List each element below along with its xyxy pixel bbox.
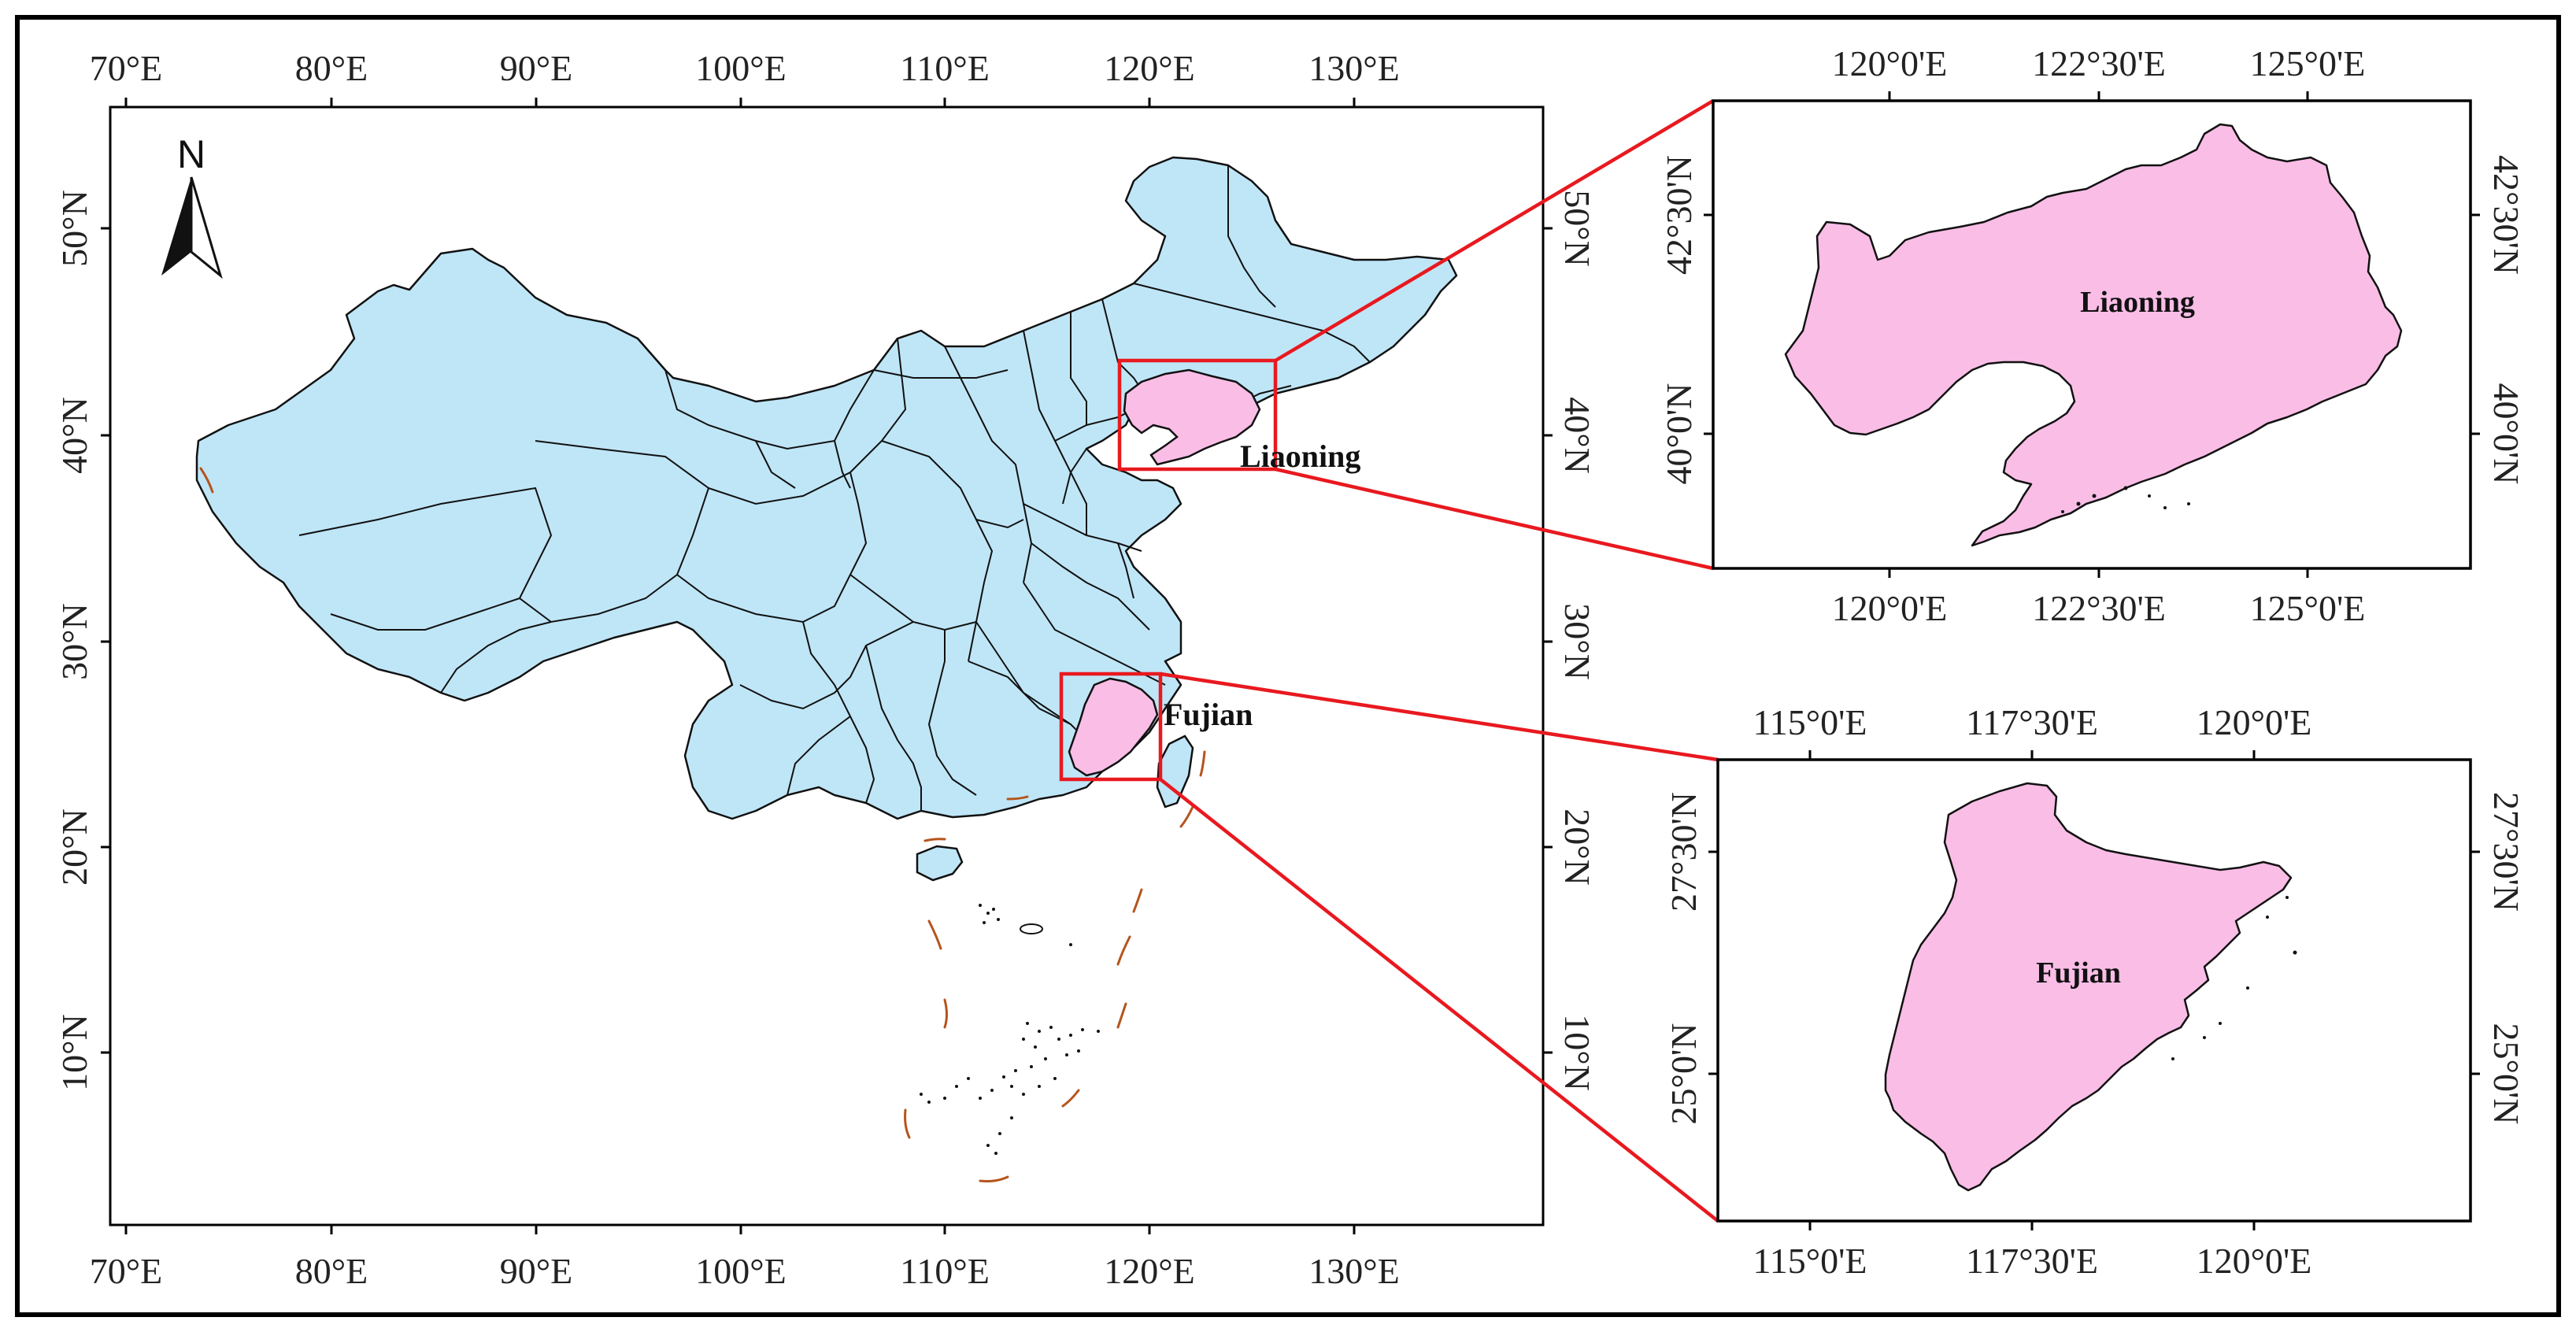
liaoning-map-label: Liaoning	[1240, 438, 1360, 474]
main-bottom-tick: 70°E	[90, 1251, 163, 1291]
main-top-tick: 90°E	[500, 48, 573, 88]
fujian-top-tick: 115°0'E	[1752, 702, 1867, 742]
main-top-tick: 130°E	[1308, 48, 1400, 88]
main-bottom-tick: 90°E	[500, 1251, 573, 1291]
main-bottom-tick: 120°E	[1104, 1251, 1195, 1291]
liaoning-top-tick: 120°0'E	[1832, 43, 1948, 83]
fujian-highlight-main	[1068, 677, 1159, 777]
fujian-right-tick: 25°0'N	[2486, 1023, 2526, 1125]
svg-text:N: N	[177, 132, 205, 176]
main-right-tick: 10°N	[1557, 1014, 1597, 1091]
fujian-left-tick: 25°0'N	[1664, 1023, 1704, 1125]
liaoning-left-tick: 40°0'N	[1659, 383, 1699, 485]
liaoning-inset-shape	[1784, 123, 2403, 547]
main-bottom-tick: 130°E	[1308, 1251, 1400, 1291]
liaoning-bottom-tick: 120°0'E	[1832, 588, 1948, 628]
fujian-map-label: Fujian	[1164, 697, 1253, 732]
liaoning-top-tick: 122°30'E	[2032, 43, 2166, 83]
liaoning-right-tick: 40°0'N	[2486, 383, 2526, 485]
fujian-bottom-tick: 117°30'E	[1966, 1241, 2098, 1281]
fujian-islands	[2171, 896, 2297, 1060]
liaoning-right-tick: 42°30'N	[2486, 155, 2526, 275]
main-top-tick: 70°E	[90, 48, 163, 88]
main-left-tick: 50°N	[54, 190, 94, 267]
main-bottom-tick: 110°E	[900, 1251, 990, 1291]
nine-dash-line	[199, 467, 1206, 1182]
main-right-tick: 20°N	[1557, 808, 1597, 886]
liaoning-inset-ticks	[1704, 91, 2480, 578]
main-left-tick: 30°N	[54, 603, 94, 680]
fujian-inset-shape	[1884, 782, 2293, 1192]
main-bottom-tick: 80°E	[295, 1251, 368, 1291]
fujian-callout-box	[1059, 672, 1163, 782]
main-map-tick-marks	[101, 98, 1553, 1234]
fujian-left-tick: 27°30'N	[1664, 792, 1704, 912]
liaoning-bottom-tick: 125°0'E	[2250, 588, 2366, 628]
fujian-inset: 115°0'E 117°30'E 120°0'E 115°0'E 117°30'…	[1664, 702, 2526, 1281]
main-top-tick: 100°E	[695, 48, 786, 88]
north-arrow-icon: N	[161, 132, 223, 279]
province-boundaries	[298, 165, 1371, 811]
south-sea-islands	[920, 904, 1100, 1155]
main-bottom-tick: 100°E	[695, 1251, 786, 1291]
main-right-tick: 40°N	[1557, 397, 1597, 474]
main-right-tick: 30°N	[1557, 603, 1597, 680]
main-left-tick: 10°N	[54, 1014, 94, 1091]
main-top-tick: 120°E	[1104, 48, 1195, 88]
liaoning-inset: 120°0'E 122°30'E 125°0'E 120°0'E 122°30'…	[1659, 43, 2526, 628]
fujian-top-tick: 117°30'E	[1966, 702, 2098, 742]
liaoning-top-tick: 125°0'E	[2250, 43, 2366, 83]
callout-lines	[1159, 99, 1719, 1223]
main-left-tick: 20°N	[54, 808, 94, 886]
liaoning-inset-label: Liaoning	[2080, 286, 2195, 319]
liaoning-highlight-main	[1123, 368, 1261, 466]
main-right-tick: 50°N	[1557, 190, 1597, 267]
fujian-bottom-tick: 120°0'E	[2197, 1241, 2312, 1281]
liaoning-callout-box	[1117, 358, 1278, 472]
fujian-bottom-tick: 115°0'E	[1752, 1241, 1867, 1281]
main-top-tick: 80°E	[295, 48, 368, 88]
main-map: 70°E 80°E 90°E 100°E 110°E 120°E 130°E 7…	[54, 48, 1597, 1291]
main-top-tick: 110°E	[900, 48, 990, 88]
fujian-top-tick: 120°0'E	[2197, 702, 2312, 742]
liaoning-left-tick: 42°30'N	[1659, 155, 1699, 275]
fujian-inset-label: Fujian	[2036, 956, 2121, 990]
hainan-island-shape	[916, 845, 964, 882]
fujian-inset-ticks	[1708, 750, 2480, 1230]
fujian-right-tick: 27°30'N	[2486, 792, 2526, 912]
liaoning-islands	[2061, 486, 2190, 513]
liaoning-bottom-tick: 122°30'E	[2032, 588, 2166, 628]
taiwan-island-shape	[1156, 734, 1194, 808]
main-left-tick: 40°N	[54, 397, 94, 474]
